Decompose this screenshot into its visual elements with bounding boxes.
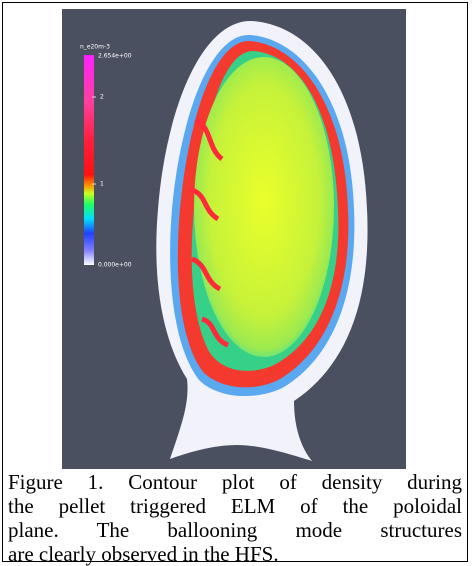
figure-caption: Figure 1. Contour plot of density during… xyxy=(8,470,462,566)
figure-frame xyxy=(2,2,468,562)
contour-plot: n_e20m-3 2.654e+00 2 1 0.000e+00 xyxy=(62,9,406,469)
core-region xyxy=(194,57,334,357)
colorbar-label: 0.000e+00 xyxy=(98,262,132,269)
colorbar-label: 2.654e+00 xyxy=(98,53,132,60)
colorbar-label: 1 xyxy=(100,181,104,188)
caption-line: Figure 1. Contour plot of density during xyxy=(8,470,462,494)
colorbar-label: 2 xyxy=(100,94,104,101)
caption-line: the pellet triggered ELM of the poloidal xyxy=(8,494,462,518)
colorbar xyxy=(84,55,94,265)
caption-line: plane. The ballooning mode structures xyxy=(8,518,462,542)
colorbar-title: n_e20m-3 xyxy=(80,44,110,51)
ballooning-structures xyxy=(189,116,230,348)
caption-line: are clearly observed in the HFS. xyxy=(8,542,279,566)
